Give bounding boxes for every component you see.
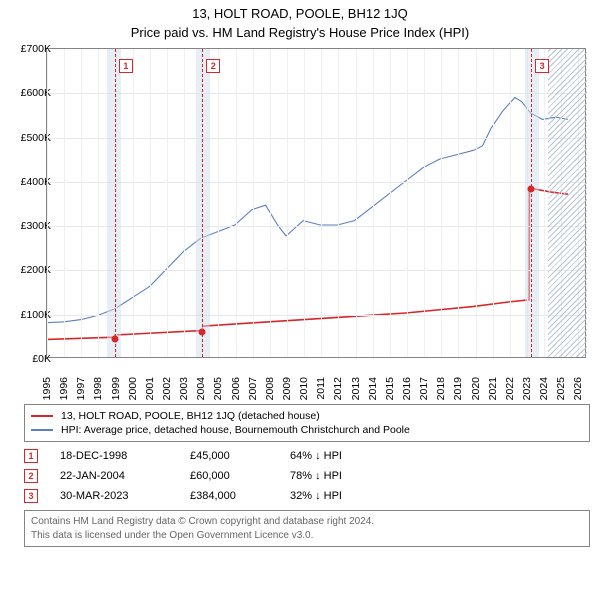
shaded-band bbox=[525, 49, 539, 357]
sale-row: 3 30-MAR-2023£384,00032% ↓ HPI bbox=[24, 486, 590, 506]
x-axis-label: 2024 bbox=[538, 377, 550, 400]
x-axis-label: 2015 bbox=[384, 377, 396, 400]
chart-lines bbox=[47, 49, 585, 357]
legend: 13, HOLT ROAD, POOLE, BH12 1JQ (detached… bbox=[24, 404, 590, 442]
sale-date: 22-JAN-2004 bbox=[60, 470, 190, 482]
x-axis-label: 2014 bbox=[367, 377, 379, 400]
x-axis-label: 2008 bbox=[264, 377, 276, 400]
x-axis-label: 1999 bbox=[110, 377, 122, 400]
sale-number-badge: 1 bbox=[24, 449, 38, 463]
sale-marker-line bbox=[202, 49, 203, 357]
sale-row: 2 22-JAN-2004£60,00078% ↓ HPI bbox=[24, 466, 590, 486]
y-axis-label: £300K bbox=[9, 220, 51, 232]
x-axis-label: 2003 bbox=[178, 377, 190, 400]
sale-marker-dot bbox=[111, 336, 118, 343]
x-axis-label: 2017 bbox=[418, 377, 430, 400]
x-axis-label: 2011 bbox=[315, 377, 327, 400]
y-axis-label: £200K bbox=[9, 264, 51, 276]
x-axis-label: 2023 bbox=[521, 377, 533, 400]
attribution-line2: This data is licensed under the Open Gov… bbox=[31, 529, 583, 543]
y-axis-label: £700K bbox=[9, 43, 51, 55]
x-axis-label: 1998 bbox=[92, 377, 104, 400]
x-axis-label: 2005 bbox=[212, 377, 224, 400]
sale-date: 18-DEC-1998 bbox=[60, 450, 190, 462]
legend-item: 13, HOLT ROAD, POOLE, BH12 1JQ (detached… bbox=[31, 409, 583, 423]
sale-price: £45,000 bbox=[190, 450, 290, 462]
x-axis-label: 2002 bbox=[161, 377, 173, 400]
y-axis-label: £600K bbox=[9, 87, 51, 99]
sale-marker-line bbox=[115, 49, 116, 357]
x-axis-label: 2022 bbox=[504, 377, 516, 400]
sale-row: 1 18-DEC-1998£45,00064% ↓ HPI bbox=[24, 446, 590, 466]
x-axis-label: 2004 bbox=[195, 377, 207, 400]
sale-date: 30-MAR-2023 bbox=[60, 490, 190, 502]
x-axis-label: 2007 bbox=[247, 377, 259, 400]
sale-marker-dot bbox=[528, 185, 535, 192]
x-axis-label: 1995 bbox=[41, 377, 53, 400]
x-axis-label: 2013 bbox=[350, 377, 362, 400]
x-axis-label: 2018 bbox=[435, 377, 447, 400]
future-hatch bbox=[548, 49, 587, 357]
chart-container: 13, HOLT ROAD, POOLE, BH12 1JQ Price pai… bbox=[0, 0, 600, 590]
chart-title: 13, HOLT ROAD, POOLE, BH12 1JQ bbox=[0, 0, 600, 21]
x-axis-label: 2026 bbox=[572, 377, 584, 400]
x-axis-label: 2006 bbox=[230, 377, 242, 400]
sale-price: £60,000 bbox=[190, 470, 290, 482]
y-axis-label: £500K bbox=[9, 132, 51, 144]
x-axis-label: 2010 bbox=[298, 377, 310, 400]
sale-marker-dot bbox=[199, 329, 206, 336]
legend-label: 13, HOLT ROAD, POOLE, BH12 1JQ (detached… bbox=[61, 410, 320, 422]
y-axis-label: £0K bbox=[9, 353, 51, 365]
x-axis-label: 2021 bbox=[487, 377, 499, 400]
x-axis-label: 1997 bbox=[75, 377, 87, 400]
attribution: Contains HM Land Registry data © Crown c… bbox=[24, 510, 590, 547]
x-axis-label: 2016 bbox=[401, 377, 413, 400]
y-axis-label: £100K bbox=[9, 309, 51, 321]
legend-swatch bbox=[31, 415, 53, 417]
legend-item: HPI: Average price, detached house, Bour… bbox=[31, 423, 583, 437]
x-axis-label: 2025 bbox=[555, 377, 567, 400]
sale-marker-line bbox=[531, 49, 532, 357]
sales-table: 1 18-DEC-1998£45,00064% ↓ HPI 2 22-JAN-2004… bbox=[24, 446, 590, 506]
sale-pct-vs-hpi: 64% ↓ HPI bbox=[290, 450, 342, 462]
sale-marker-badge: 1 bbox=[119, 59, 133, 73]
x-axis-label: 2009 bbox=[281, 377, 293, 400]
sale-number-badge: 3 bbox=[24, 489, 38, 503]
chart-area: £0K£100K£200K£300K£400K£500K£600K£700K19… bbox=[38, 48, 598, 398]
series-hpi bbox=[47, 97, 568, 322]
plot-region: £0K£100K£200K£300K£400K£500K£600K£700K19… bbox=[46, 48, 586, 358]
attribution-line1: Contains HM Land Registry data © Crown c… bbox=[31, 515, 583, 529]
x-axis-label: 1996 bbox=[58, 377, 70, 400]
x-axis-label: 2000 bbox=[127, 377, 139, 400]
sale-price: £384,000 bbox=[190, 490, 290, 502]
legend-label: HPI: Average price, detached house, Bour… bbox=[61, 424, 410, 436]
x-axis-label: 2020 bbox=[470, 377, 482, 400]
sale-number-badge: 2 bbox=[24, 469, 38, 483]
sale-marker-badge: 2 bbox=[206, 59, 220, 73]
sale-marker-badge: 3 bbox=[535, 59, 549, 73]
shaded-band bbox=[107, 49, 121, 357]
x-axis-label: 2001 bbox=[144, 377, 156, 400]
series-price_paid bbox=[47, 188, 568, 339]
sale-pct-vs-hpi: 78% ↓ HPI bbox=[290, 470, 342, 482]
sale-pct-vs-hpi: 32% ↓ HPI bbox=[290, 490, 342, 502]
chart-subtitle: Price paid vs. HM Land Registry's House … bbox=[0, 21, 600, 48]
x-axis-label: 2019 bbox=[452, 377, 464, 400]
y-axis-label: £400K bbox=[9, 176, 51, 188]
x-axis-label: 2012 bbox=[332, 377, 344, 400]
legend-swatch bbox=[31, 429, 53, 430]
